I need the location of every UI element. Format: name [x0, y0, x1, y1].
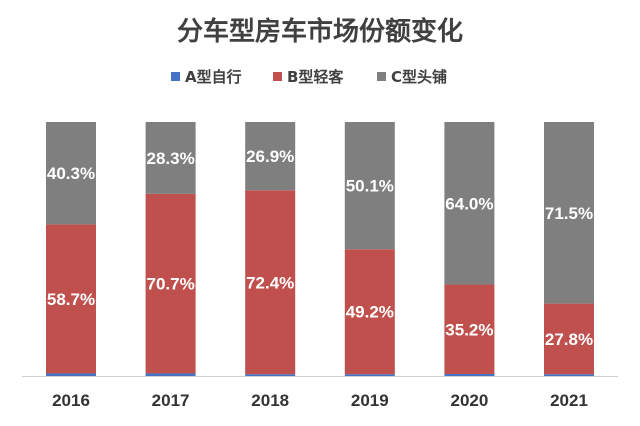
bar-segment	[544, 122, 594, 304]
legend-item: B型轻客	[273, 68, 344, 86]
legend-label: A型自行	[185, 68, 242, 86]
x-tick-label: 2016	[52, 391, 90, 410]
bar-segment	[544, 303, 594, 375]
data-label: 40.3%	[47, 164, 95, 183]
bar-segment	[344, 374, 395, 376]
bar-segment	[145, 373, 196, 376]
plot-area: 58.7% 40.3% 70.7% 28.3% 72.4% 26.9% 49.2% 50.1%…	[46, 122, 594, 376]
legend-label: B型轻客	[287, 68, 344, 86]
legend: A型自行 B型轻客 C型头铺	[171, 68, 447, 86]
data-label: 70.7%	[146, 275, 194, 294]
legend-swatch	[273, 72, 282, 81]
bar-segment	[46, 122, 96, 225]
bar-segment	[145, 193, 196, 374]
chart-title: 分车型房车市场份额变化	[177, 16, 463, 47]
bar-segment	[46, 373, 96, 376]
x-tick-label: 2018	[251, 391, 289, 410]
bar-segment	[145, 122, 196, 194]
x-tick-label: 2017	[152, 391, 190, 410]
bar-segment	[245, 122, 296, 191]
legend-item: C型头铺	[377, 68, 447, 86]
data-label: 50.1%	[346, 177, 394, 196]
bar-segment	[444, 373, 495, 376]
bar-segment	[344, 122, 395, 250]
x-tick-label: 2021	[550, 391, 588, 410]
x-tick-label: 2019	[351, 391, 389, 410]
x-axis: 2016 2017 2018 2019 2020 2021	[22, 376, 618, 410]
bar-segment	[245, 190, 296, 375]
bar-segment	[444, 284, 495, 374]
bar-segment	[544, 374, 594, 376]
bar-segment	[444, 122, 495, 285]
data-label: 49.2%	[346, 303, 394, 322]
legend-label: C型头铺	[391, 68, 447, 86]
data-label: 27.8%	[545, 330, 593, 349]
data-label: 58.7%	[47, 290, 95, 309]
legend-item: A型自行	[171, 68, 242, 86]
data-label: 71.5%	[545, 204, 593, 223]
data-label: 72.4%	[246, 273, 294, 292]
legend-swatch	[171, 72, 180, 81]
data-label: 26.9%	[246, 147, 294, 166]
bar-segment	[245, 374, 296, 376]
bar-segment	[46, 224, 96, 374]
bar-segment	[344, 249, 395, 375]
data-label: 28.3%	[146, 149, 194, 168]
data-label: 64.0%	[445, 194, 493, 213]
data-label: 35.2%	[445, 320, 493, 339]
legend-swatch	[377, 72, 386, 81]
x-tick-label: 2020	[450, 391, 488, 410]
